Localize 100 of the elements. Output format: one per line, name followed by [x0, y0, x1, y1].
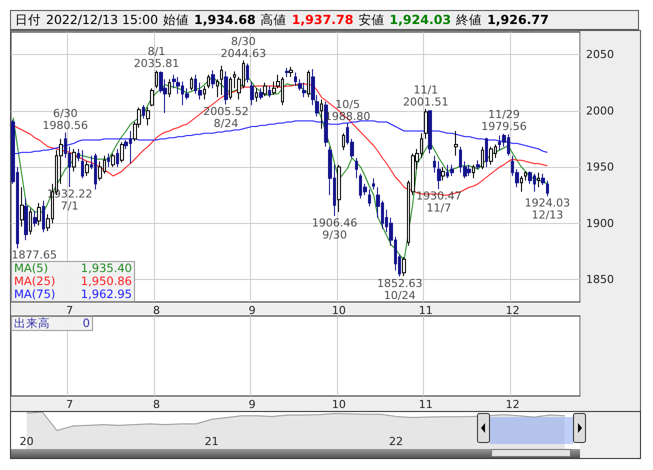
y-tick-label: 2050	[586, 48, 614, 61]
candlestick	[85, 160, 89, 176]
x-tick-label: 11	[418, 304, 433, 317]
candlestick	[77, 148, 80, 162]
candlestick	[72, 148, 76, 172]
candlestick	[546, 180, 549, 197]
y-tick-label: 1950	[586, 160, 614, 174]
text: 終値	[456, 12, 482, 27]
x-tick-label: 10	[332, 304, 346, 317]
line-series	[12, 120, 548, 154]
candlestick	[246, 63, 249, 84]
candlestick	[428, 110, 432, 154]
annotation: 11/1 2001.51	[403, 84, 449, 109]
annotation: 1877.65	[12, 248, 58, 262]
x-tick-label: 7	[66, 304, 74, 317]
text: 始値	[163, 12, 190, 27]
candlestick	[29, 208, 32, 235]
candlestick	[255, 88, 258, 102]
candlestick	[337, 164, 341, 212]
candlestick	[520, 176, 523, 192]
text: 安値	[358, 12, 384, 27]
candlestick	[294, 72, 297, 86]
candlestick	[450, 164, 454, 176]
candlestick	[224, 70, 228, 106]
candlestick	[146, 106, 150, 126]
x-tick-label: 21	[204, 435, 219, 448]
candlestick	[467, 164, 471, 176]
candlestick	[437, 160, 441, 190]
candlestick	[150, 88, 154, 107]
text: 出来高	[14, 316, 50, 330]
annotation: 8/30 2044.63	[220, 35, 266, 60]
x-tick-label: 8	[153, 304, 160, 317]
annotation: 1,962.95	[80, 287, 132, 301]
candlestick	[116, 148, 119, 168]
text: 1,934.68	[194, 12, 256, 27]
annotation: 6/30 1980.56	[42, 107, 88, 132]
category-label: 9	[248, 398, 256, 411]
candlestick	[33, 210, 37, 228]
candlestick	[302, 82, 306, 98]
candlestick	[372, 178, 375, 190]
candlestick	[355, 158, 358, 179]
candlestick	[203, 86, 206, 100]
candlestick	[107, 153, 110, 168]
candlestick	[441, 166, 445, 181]
candlestick	[142, 104, 145, 120]
candlestick	[268, 86, 271, 98]
candlestick	[259, 88, 263, 100]
candlestick	[476, 160, 480, 170]
text: MA(5)	[14, 261, 48, 275]
candlestick	[489, 146, 493, 166]
candlestick	[481, 146, 484, 170]
candlestick	[81, 150, 84, 179]
candlestick	[94, 153, 97, 190]
candlestick	[324, 101, 328, 148]
candlestick	[155, 70, 158, 89]
candlestick	[42, 200, 45, 233]
candlestick	[285, 68, 289, 78]
candlestick	[229, 76, 232, 100]
annotation: 1,935.40	[80, 261, 132, 275]
candlestick	[485, 137, 488, 168]
text: 高値	[260, 12, 287, 27]
text: 1,926.77	[487, 12, 549, 27]
candlestick	[433, 155, 436, 174]
annotation: 2005.52 8/24	[203, 105, 249, 130]
y-tick-label: 1900	[586, 216, 614, 230]
x-tick-label: 22	[389, 435, 404, 448]
y-tick-label: 1850	[586, 273, 614, 286]
candlestick	[342, 132, 345, 151]
annotation: 1924.03 12/13	[524, 196, 570, 222]
annotation: 8/1 2035.81	[134, 44, 180, 70]
candlestick	[216, 78, 219, 98]
candlestick	[190, 76, 193, 91]
candlestick	[524, 171, 527, 181]
x-tick-label: 9	[248, 304, 256, 317]
annotation: 1906.46 9/30	[312, 216, 358, 242]
category-label: 10	[332, 398, 346, 411]
category-label: 11	[418, 398, 433, 411]
candlestick	[424, 108, 428, 140]
candlestick	[211, 70, 215, 89]
annotation: 11/29 1979.56	[481, 108, 527, 134]
category-label: 8	[153, 398, 160, 411]
candlestick	[541, 173, 545, 186]
candlestick	[307, 70, 310, 98]
text: 1,924.03	[389, 12, 452, 27]
candlestick	[472, 164, 475, 179]
category-label: 12	[506, 398, 520, 411]
text: MA(25)	[14, 274, 56, 288]
candlestick	[368, 189, 371, 207]
candlestick	[454, 130, 458, 156]
candlestick	[120, 142, 124, 163]
candlestick	[402, 256, 406, 277]
candlestick	[20, 186, 24, 228]
candlestick	[168, 78, 171, 98]
candlestick	[37, 202, 41, 226]
candlestick	[320, 99, 323, 130]
text: 2022/12/13 15:00	[46, 12, 158, 27]
candlestick	[289, 66, 293, 78]
candlestick	[233, 70, 236, 89]
candlestick	[207, 74, 210, 89]
candlestick	[111, 153, 115, 168]
